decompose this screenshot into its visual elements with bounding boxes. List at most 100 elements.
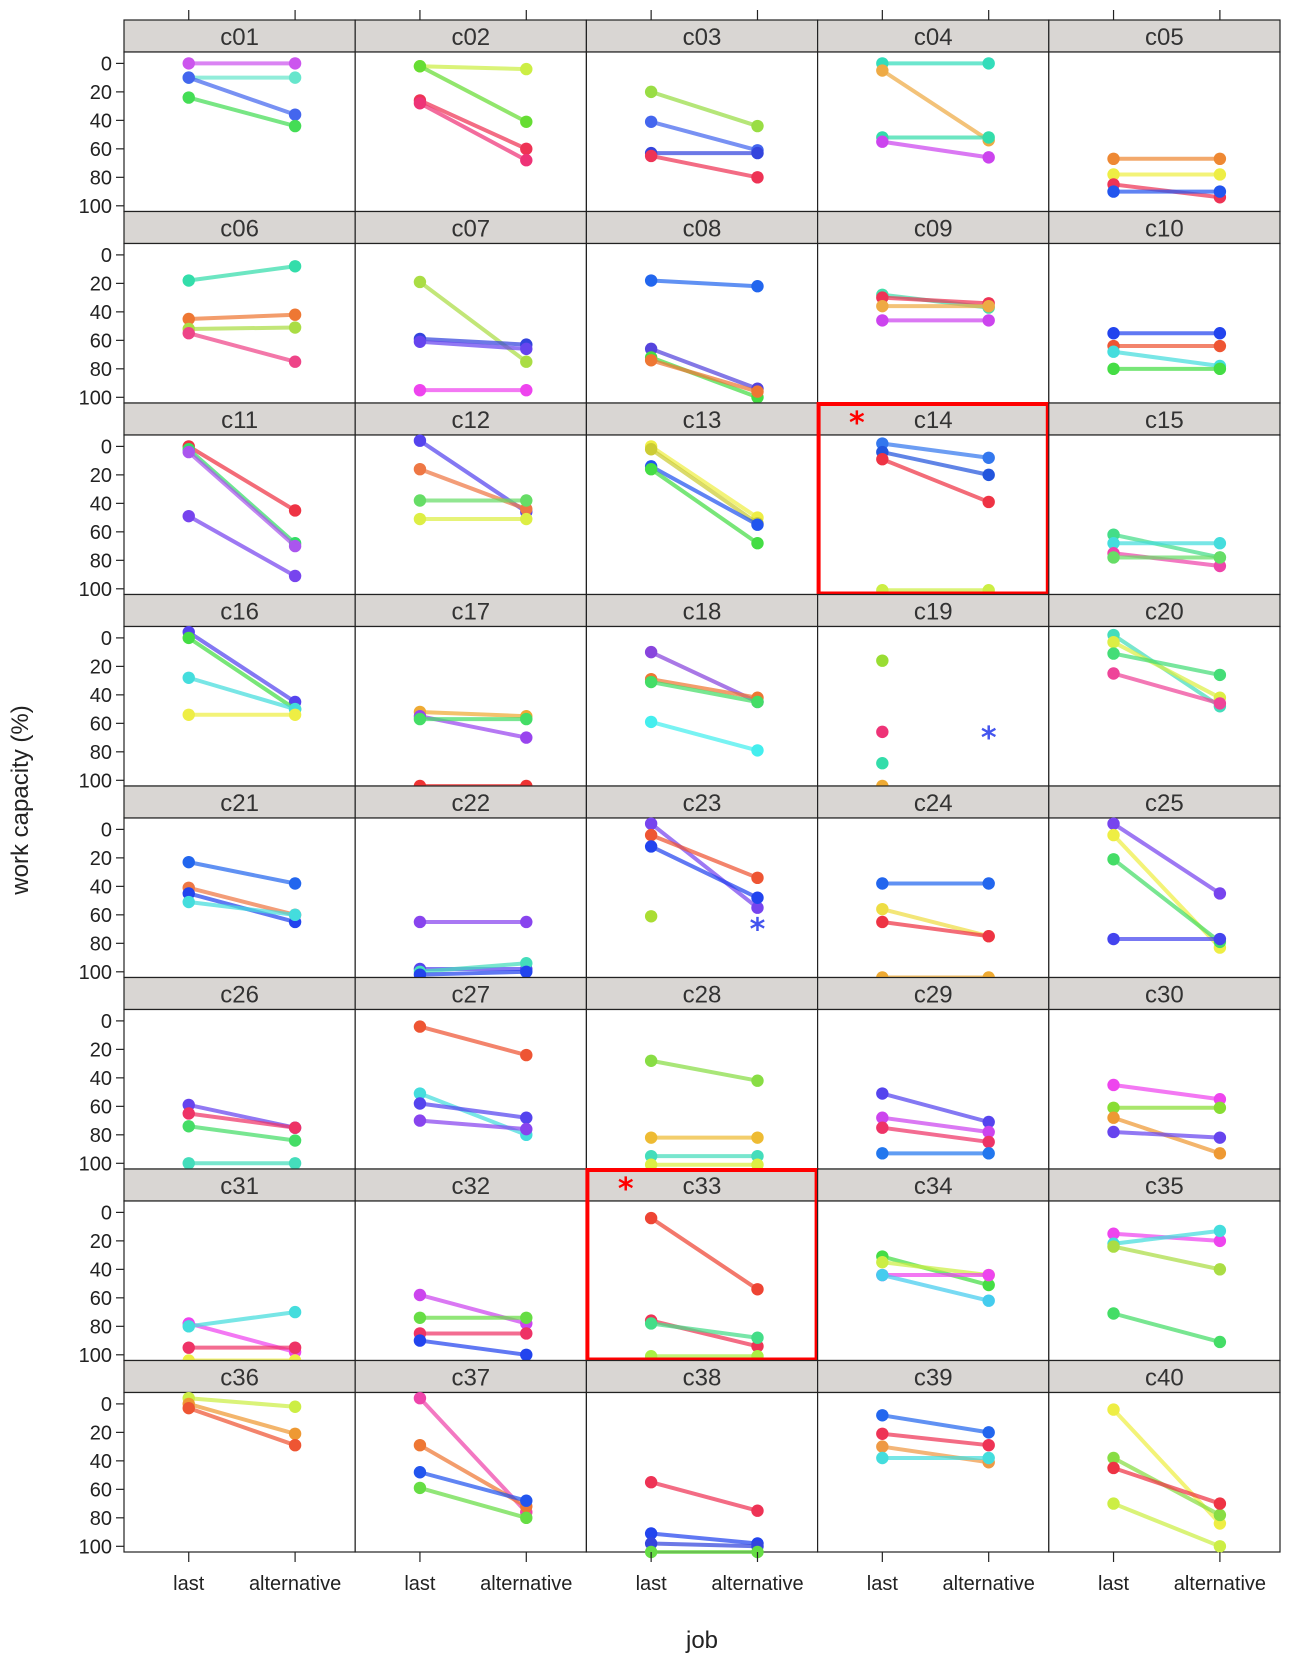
panel-c16: c16 [123,593,356,787]
y-tick-label-6-0: 0 [101,1202,112,1224]
y-tick-label-4-3: 60 [90,905,112,927]
series-line-c35-3 [1111,1311,1222,1344]
series-line-c33-0 [649,1216,760,1292]
y-tick-label-0-2: 40 [90,110,112,132]
panel-c03: c03 [585,19,819,213]
point-alternative-c02-2 [520,142,533,156]
y-tick-label-0-5: 100 [79,196,112,218]
plot-area-c22 [354,817,588,979]
strip-label-c35: c35 [1145,1173,1184,1200]
series-line-c20-3 [1111,671,1222,706]
point-alternative-c22-2 [520,957,533,970]
point-alternative-c37-3 [520,1511,533,1525]
strip-label-c03: c03 [683,24,722,51]
point-alternative-c31-1 [288,1305,302,1319]
point-last-c19-1 [876,725,889,739]
strip-c11 [123,402,356,436]
point-alternative-c12-3 [520,512,533,526]
strip-c16 [123,593,356,628]
point-last-c06-3 [182,327,195,340]
point-last-c15-1 [1107,537,1120,550]
point-alternative-c26-3 [288,1157,302,1170]
point-alternative-c40-1 [1213,1508,1227,1522]
series-line-c06-1 [186,312,298,321]
y-tick-label-1-1: 20 [90,273,112,295]
plot-area-c31 [123,1200,356,1362]
plot-area-c06 [123,242,356,404]
point-last-c13-3 [644,462,658,476]
point-alternative-c27-3 [520,1122,533,1136]
point-last-c26-2 [182,1120,195,1133]
point-last-c16-2 [182,671,195,684]
y-tick-label-2-1: 20 [90,465,112,487]
point-alternative-c29-1 [982,1125,995,1139]
point-last-c32-0 [413,1288,427,1302]
point-alternative-c10-3 [1213,362,1227,376]
x-tick-label-0-1: alternative [249,1573,341,1595]
series-line-c25-0 [1111,821,1222,896]
panel-c05: c05 [1048,19,1281,213]
strip-label-c40: c40 [1145,1365,1184,1392]
point-last-c15-3 [1107,551,1120,564]
series-line-c13-0 [649,444,760,520]
strip-label-c27: c27 [451,982,490,1009]
point-last-c21-3 [182,895,195,909]
point-alternative-c08-3 [751,385,764,398]
panel-c39: c39 [816,1359,1050,1553]
panel-c29: c29 [816,976,1050,1170]
strip-c21 [123,785,356,819]
strip-label-c14: c14 [914,407,953,434]
point-alternative-c34-0 [982,1278,995,1292]
strip-c26 [123,976,356,1011]
point-alternative-c28-1 [751,1131,764,1144]
y-tick-label-0-3: 60 [90,139,112,161]
plot-area-c10 [1048,242,1281,404]
point-alternative-c35-0 [1213,1234,1227,1248]
x-tick-label-2-1: alternative [711,1573,803,1595]
point-alternative-c02-0 [520,62,533,76]
point-alternative-c30-3 [1213,1131,1227,1144]
panel-c09: c09 [816,210,1050,404]
series-line-c14-0 [880,441,991,460]
point-last-c04-1 [876,64,889,77]
y-tick-label-2-3: 60 [90,522,112,544]
point-alternative-c15-3 [1213,551,1227,564]
strip-c29 [816,976,1050,1011]
series-line-c15-0 [1111,532,1222,560]
series-line-c03-1 [649,119,760,153]
panel-c33: c33 * [585,1168,819,1363]
point-alternative-c10-0 [1213,327,1227,340]
y-tick-label-1-2: 40 [90,302,112,324]
point-alternative-c34-2 [982,1268,995,1282]
point-last-c24-1 [876,902,889,916]
point-last-c25-3 [1107,932,1120,946]
panel-c24: c24 [816,785,1050,984]
point-alternative-c14-1 [982,468,995,482]
point-alternative-c06-1 [288,308,302,321]
point-last-c13-1 [644,443,658,456]
y-tick-label-4-2: 40 [90,876,112,898]
series-line-c01-2 [186,75,298,117]
series-line-c40-2 [1111,1465,1222,1506]
point-last-c20-2 [1107,647,1120,660]
point-last-c07-2 [413,335,427,348]
y-tick-label-5-0: 0 [101,1011,112,1033]
series-line-c38-0 [649,1480,760,1513]
point-last-c07-0 [413,275,427,289]
panel-c31: c31 [123,1168,356,1367]
plot-area-c18 [585,625,819,787]
series-line-c24-1 [880,907,991,939]
panel-c08: c08 [585,210,819,404]
point-alternative-c24-0 [982,877,995,890]
plot-area-c13 [585,434,819,596]
point-last-c02-3 [413,97,427,110]
series-line-c07-1 [417,336,529,347]
point-alternative-c27-0 [520,1048,533,1062]
y-tick-label-0-4: 80 [90,167,112,189]
point-alternative-c09-3 [982,314,995,327]
point-alternative-c35-3 [1213,1335,1227,1349]
plot-area-c16 [123,625,356,787]
point-last-c26-1 [182,1107,195,1120]
series-line-c34-0 [880,1254,991,1288]
